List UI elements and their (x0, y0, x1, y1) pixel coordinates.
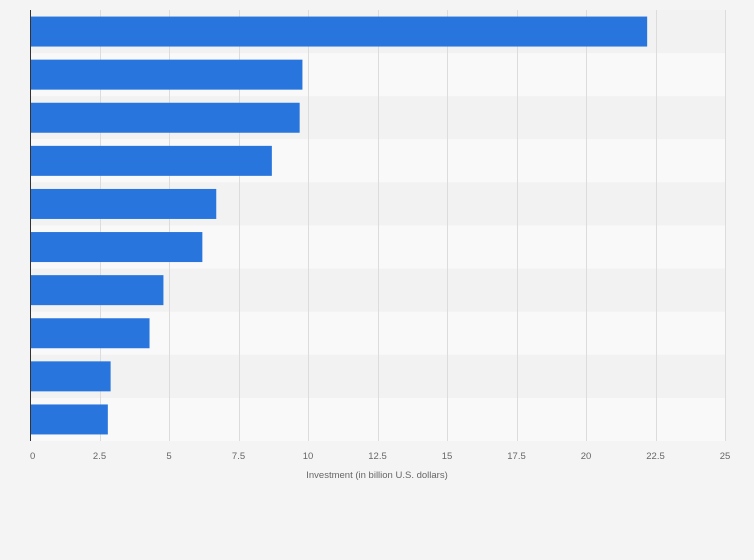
x-tick-label: 7.5 (232, 451, 245, 462)
row-band (30, 397, 725, 441)
bar[interactable] (30, 145, 272, 176)
x-tick-label: 20 (581, 451, 592, 462)
x-axis-title: Investment (in billion U.S. dollars) (306, 470, 448, 481)
bar[interactable] (30, 16, 648, 47)
x-tick-label: 22.5 (646, 451, 665, 462)
bar[interactable] (30, 188, 217, 219)
bar[interactable] (30, 361, 111, 392)
x-tick-label: 25 (720, 451, 731, 462)
x-tick-label: 17.5 (507, 451, 526, 462)
x-tick-label: 12.5 (368, 451, 387, 462)
x-tick-label: 10 (303, 451, 314, 462)
bar[interactable] (30, 318, 150, 349)
row-band (30, 354, 725, 398)
bar[interactable] (30, 59, 303, 90)
x-tick-label: 2.5 (93, 451, 106, 462)
bar[interactable] (30, 232, 203, 263)
bars (30, 16, 648, 435)
bar[interactable] (30, 275, 164, 306)
x-tick-label: 15 (442, 451, 453, 462)
x-tick-label: 5 (166, 451, 171, 462)
x-tick-label: 0 (30, 451, 35, 462)
bar[interactable] (30, 404, 108, 435)
x-tick-labels: 0 2.5 5 7.5 10 12.5 15 17.5 20 22.5 25 (30, 451, 730, 462)
bar[interactable] (30, 102, 300, 133)
